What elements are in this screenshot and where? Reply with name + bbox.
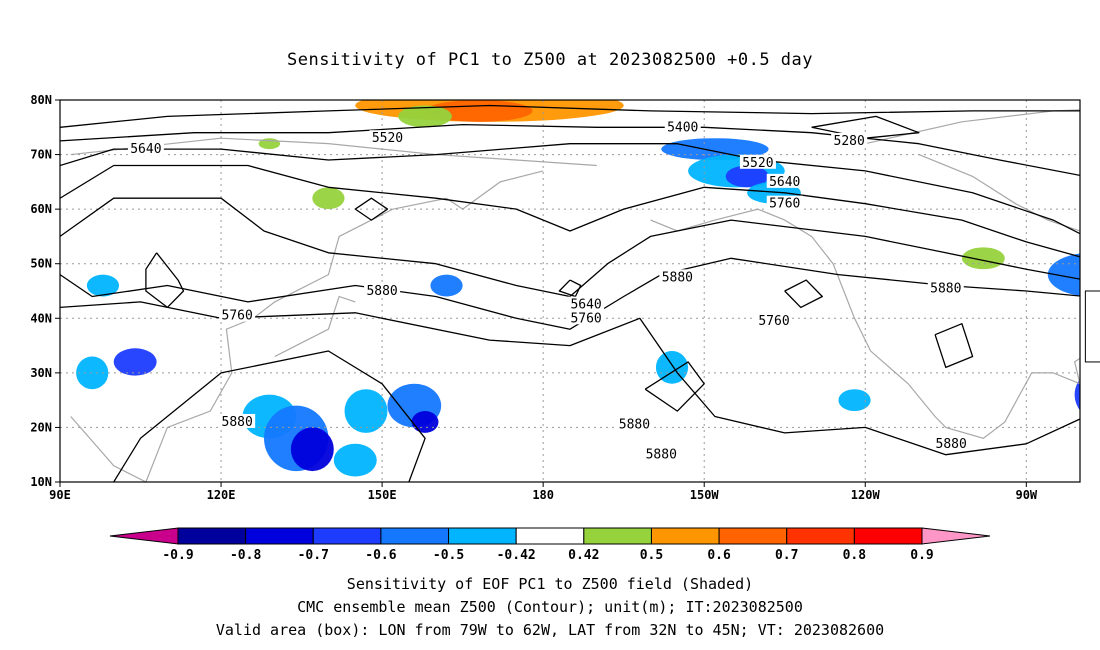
colorbar-label: -0.9 (162, 548, 193, 563)
lon-tick-label: 120E (207, 488, 236, 502)
lat-tick-label: 60N (30, 202, 52, 216)
valid-area-box (1084, 290, 1100, 363)
colorbar-segment (650, 527, 720, 545)
lon-tick-label: 150W (690, 488, 720, 502)
contour-label: 5880 (936, 437, 967, 452)
lon-tick-label: 90W (1015, 488, 1037, 502)
contour-label: 5520 (742, 156, 773, 171)
colorbar-segment (853, 527, 923, 545)
lat-tick-label: 20N (30, 420, 52, 434)
colorbar-segment (380, 527, 450, 545)
colorbar-segment (718, 527, 788, 545)
colorbar-label: 0.9 (910, 548, 933, 563)
colorbar-label: 0.6 (707, 548, 731, 563)
contour-label: 5880 (619, 418, 650, 433)
colorbar-min-extension (109, 527, 179, 545)
colorbar-segment (448, 527, 517, 545)
colorbar-label: 0.8 (843, 548, 867, 563)
colorbar-segment (786, 527, 855, 545)
colorbar-segment (177, 527, 247, 545)
lat-tick-label: 30N (30, 366, 52, 380)
lat-tick-label: 10N (30, 475, 52, 489)
colorbar-label: 0.42 (568, 548, 599, 563)
contour-label: 5520 (372, 131, 403, 146)
contour-label: 5880 (930, 281, 961, 296)
lon-tick-label: 180 (532, 488, 554, 502)
colorbar-label: -0.42 (497, 548, 536, 563)
caption-line-2: CMC ensemble mean Z500 (Contour); unit(m… (297, 598, 803, 616)
lon-tick-label: 150E (368, 488, 397, 502)
contour-label: 5640 (130, 142, 161, 157)
lat-tick-label: 40N (30, 311, 52, 325)
colorbar-label: 0.5 (640, 548, 663, 563)
contour-label: 5280 (834, 134, 865, 149)
colorbar-segment (515, 527, 585, 545)
contour-label: 5760 (570, 311, 601, 326)
map-frame (59, 99, 1081, 483)
contour-label: 5640 (570, 298, 601, 313)
chart-title: Sensitivity of PC1 to Z500 at 2023082500… (286, 50, 813, 70)
lon-tick-label: 90E (49, 488, 71, 502)
contour-label: 5760 (769, 197, 800, 212)
contour-label: 5640 (769, 175, 800, 190)
colorbar-segment (245, 527, 314, 545)
contour-label: 5880 (222, 415, 253, 430)
contour-label: 5880 (646, 448, 677, 463)
colorbar-label: -0.7 (298, 548, 329, 563)
colorbar-label: 0.7 (775, 548, 798, 563)
caption-line-3: Valid area (box): LON from 79W to 62W, L… (215, 621, 885, 639)
colorbar-segment (583, 527, 652, 545)
colorbar-label: -0.6 (365, 548, 396, 563)
contour-label: 5760 (758, 314, 789, 329)
contour-label: 5400 (667, 120, 698, 135)
lat-tick-label: 50N (30, 257, 52, 271)
contour-label: 5880 (366, 284, 397, 299)
colorbar-label: -0.8 (230, 548, 261, 563)
contour-label: 5880 (662, 270, 693, 285)
caption-line-1: Sensitivity of EOF PC1 to Z500 field (Sh… (346, 575, 754, 593)
contour-label: 5760 (222, 309, 253, 324)
lon-tick-label: 120W (851, 488, 881, 502)
lat-tick-label: 80N (30, 93, 52, 107)
colorbar-max-extension (921, 527, 991, 545)
sensitivity-shading (76, 100, 1080, 477)
valid-area-rect (1084, 290, 1100, 363)
colorbar: -0.9 -0.8 -0.7 -0.6 -0.5 -0.42 0.42 0.5 0.6 0.7 0.… (109, 527, 991, 563)
colorbar-label: -0.5 (433, 548, 464, 563)
contour-labels: 5640552054005280552056405760540055205640… (127, 119, 970, 463)
lat-tick-label: 70N (30, 148, 52, 162)
colorbar-segment (312, 527, 382, 545)
